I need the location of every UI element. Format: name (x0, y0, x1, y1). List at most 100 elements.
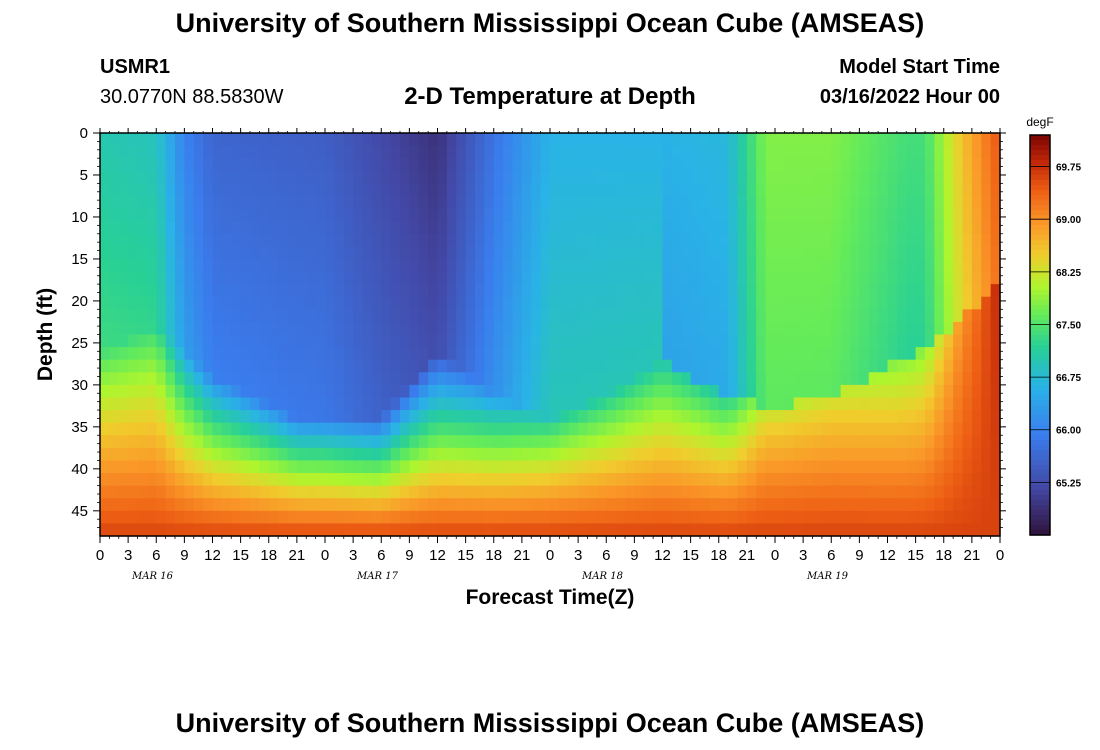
heatmap-cell (165, 334, 176, 348)
heatmap-cell (418, 271, 429, 285)
heatmap-cell (662, 347, 673, 361)
heatmap-cell (765, 473, 776, 487)
heatmap-cell (690, 296, 701, 310)
heatmap-cell (868, 233, 879, 247)
heatmap-cell (259, 384, 270, 399)
heatmap-cell (296, 384, 307, 399)
heatmap-cell (381, 397, 392, 411)
heatmap-cell (193, 321, 204, 336)
heatmap-cell (503, 145, 514, 159)
heatmap-cell (625, 372, 635, 386)
heatmap-cell (934, 485, 945, 499)
heatmap-cell (212, 334, 223, 348)
heatmap-cell (925, 410, 935, 424)
heatmap-cell (728, 410, 739, 424)
heatmap-cell (306, 460, 317, 474)
heatmap-cell (681, 158, 692, 172)
heatmap-cell (831, 309, 842, 323)
heatmap-cell (353, 296, 364, 310)
heatmap-cell (268, 158, 279, 172)
heatmap-cell (418, 133, 429, 147)
heatmap-cell (643, 334, 654, 348)
heatmap-cell (934, 258, 945, 273)
heatmap-cell (540, 246, 551, 260)
heatmap-cell (250, 321, 260, 336)
heatmap-cell (193, 221, 204, 235)
heatmap-cell (971, 208, 982, 222)
heatmap-cell (934, 233, 945, 247)
heatmap-cell (437, 195, 448, 210)
heatmap-cell (100, 170, 110, 184)
heatmap-cell (484, 435, 495, 449)
colorbar-segment (1030, 285, 1050, 291)
heatmap-cell (587, 498, 598, 512)
heatmap-cell (859, 309, 870, 323)
heatmap-cell (203, 485, 214, 499)
heatmap-cell (268, 334, 279, 348)
heatmap-cell (343, 195, 354, 210)
heatmap-cell (746, 397, 757, 411)
heatmap-cell (540, 233, 551, 247)
heatmap-cell (981, 359, 992, 373)
x-tick-label: 21 (289, 547, 306, 564)
heatmap-cell (437, 183, 448, 197)
heatmap-cell (803, 447, 814, 462)
heatmap-cell (156, 359, 167, 373)
heatmap-cell (465, 485, 476, 499)
heatmap-cell (512, 246, 523, 260)
colorbar-segment (1030, 395, 1050, 401)
heatmap-cell (887, 321, 898, 336)
heatmap-cell (465, 372, 476, 386)
heatmap-cell (934, 246, 945, 260)
heatmap-cell (850, 183, 860, 197)
heatmap-cell (634, 208, 645, 222)
heatmap-cell (793, 233, 804, 247)
heatmap-cell (306, 195, 317, 210)
heatmap-cell (550, 133, 560, 147)
heatmap-cell (784, 384, 795, 399)
heatmap-cell (428, 258, 439, 273)
heatmap-cell (221, 397, 232, 411)
heatmap-cell (465, 498, 476, 512)
heatmap-cell (878, 384, 889, 399)
heatmap-cell (859, 485, 870, 499)
heatmap-cell (559, 359, 570, 373)
heatmap-cell (109, 372, 120, 386)
heatmap-cell (250, 309, 260, 323)
heatmap-cell (193, 447, 204, 462)
heatmap-cell (915, 296, 926, 310)
heatmap-cell (981, 397, 992, 411)
heatmap-cell (671, 410, 682, 424)
heatmap-cell (231, 359, 242, 373)
heatmap-cell (868, 397, 879, 411)
heatmap-cell (925, 384, 935, 399)
heatmap-cell (559, 510, 570, 524)
heatmap-cell (540, 309, 551, 323)
heatmap-cell (212, 510, 223, 524)
heatmap-cell (718, 258, 729, 273)
heatmap-cell (550, 410, 560, 424)
heatmap-cell (156, 435, 167, 449)
heatmap-cell (296, 133, 307, 147)
heatmap-cell (990, 347, 1001, 361)
heatmap-cell (343, 158, 354, 172)
heatmap-cell (634, 397, 645, 411)
heatmap-cell (371, 347, 382, 361)
heatmap-cell (418, 473, 429, 487)
heatmap-cell (221, 133, 232, 147)
heatmap-cell (643, 321, 654, 336)
heatmap-cell (587, 309, 598, 323)
heatmap-cell (531, 246, 542, 260)
heatmap-cell (953, 334, 964, 348)
heatmap-cell (437, 258, 448, 273)
heatmap-cell (765, 372, 776, 386)
heatmap-cell (381, 372, 392, 386)
heatmap-cell (128, 133, 139, 147)
heatmap-cell (231, 284, 242, 298)
heatmap-cell (475, 296, 485, 310)
heatmap-cell (118, 158, 129, 172)
heatmap-cell (418, 334, 429, 348)
heatmap-cell (990, 359, 1001, 373)
heatmap-cell (943, 271, 954, 285)
heatmap-cell (578, 498, 589, 512)
